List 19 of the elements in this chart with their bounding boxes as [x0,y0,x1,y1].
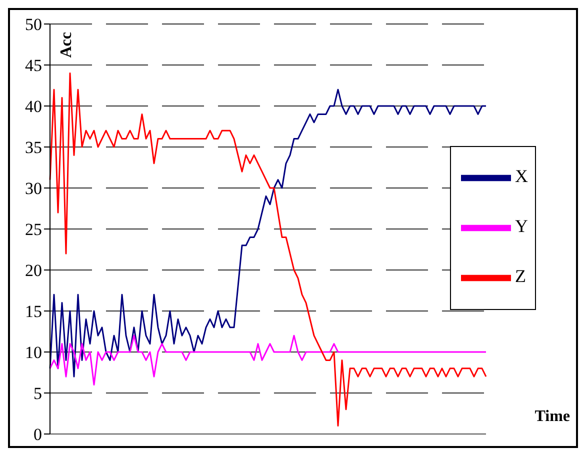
line-series [49,88,487,378]
y-tick-label: 40 [25,97,42,116]
y-tick-label: 45 [25,56,42,76]
y-tick-label: 10 [25,343,42,362]
y-tick-label: 20 [25,261,42,280]
y-axis-title: Acc [58,32,76,58]
y-tick-label: 35 [25,138,42,158]
y-tick-label: 25 [25,220,42,240]
y-tick-label: 0 [34,425,42,444]
y-tick-label: 50 [25,15,42,34]
y-tick-label: 5 [34,384,42,404]
line-series [49,72,487,427]
line-series [49,334,487,386]
y-tick-label: 15 [25,302,42,322]
legend-label: Y [515,216,528,236]
x-axis-title: Time [534,408,570,426]
y-tick-label: 30 [25,179,42,198]
legend-label: Z [515,266,526,286]
legend-label: X [515,166,528,186]
